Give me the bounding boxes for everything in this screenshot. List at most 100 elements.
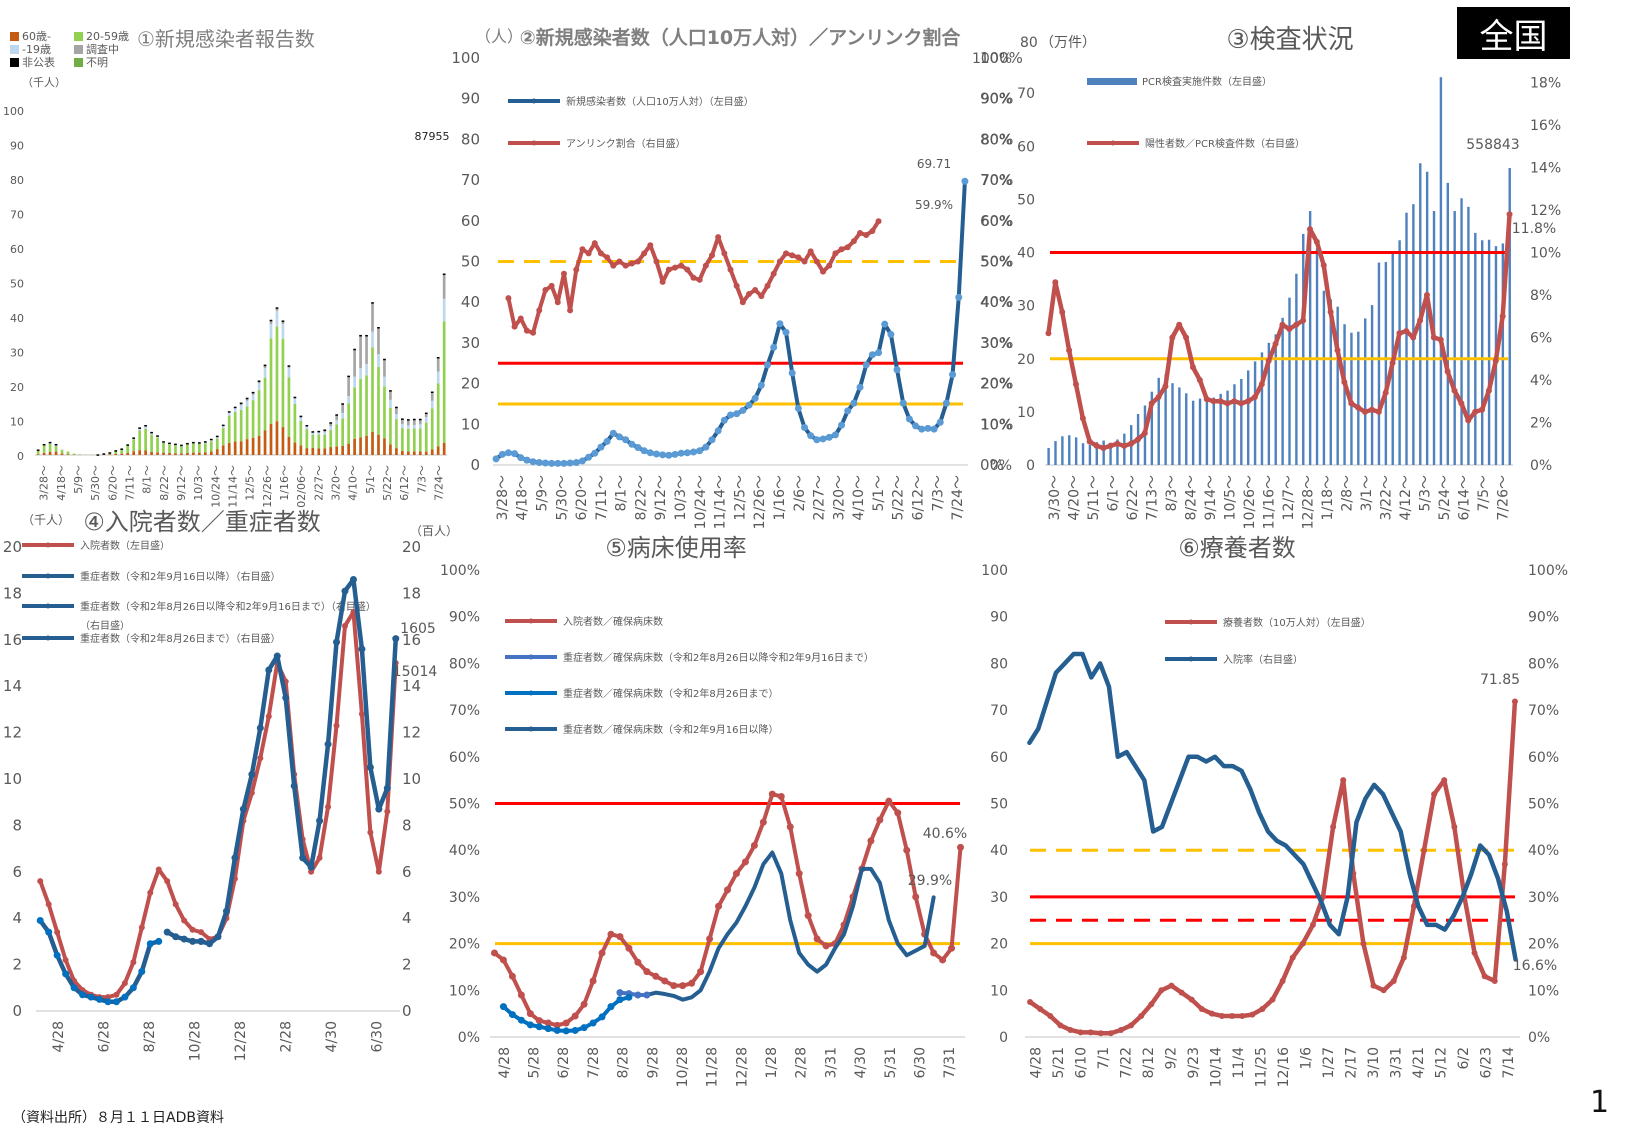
chart2-series-unlinked-point <box>690 274 697 281</box>
chart1-y-tick: 30 <box>10 347 24 360</box>
chart3-bar <box>1501 243 1505 465</box>
chart5-series-point <box>939 956 947 964</box>
chart1-bar-segment <box>418 428 422 452</box>
chart1-bar-segment <box>245 398 249 401</box>
chart6-series-patients-point <box>1128 1022 1135 1029</box>
chart6-series-patients-point <box>1390 977 1397 984</box>
chart5-series-point <box>795 870 803 878</box>
chart4-series-severe-point <box>163 928 171 936</box>
chart6-series-patients-point <box>1218 1012 1225 1019</box>
chart4-series-severe-point <box>121 993 129 1001</box>
chart3-bar <box>1357 331 1360 465</box>
chart2-series-unlinked-point <box>641 250 648 257</box>
chart1-bar-segment <box>198 452 201 455</box>
chart4-series-hospitalized-point <box>198 929 205 936</box>
chart4-series-severe-point <box>79 991 87 999</box>
chart1-bar-segment <box>144 428 147 451</box>
chart3-bar <box>1253 361 1257 465</box>
chart2-series-unlinked-point <box>536 307 543 314</box>
chart2-x-tick: 12/5～ <box>732 475 748 520</box>
chart3-series-positivity-point <box>1485 387 1492 394</box>
chart1-bar-segment <box>42 452 46 455</box>
chart4-y-left-tick: 0 <box>12 1002 22 1020</box>
chart5-x-tick: 3/31 <box>823 1047 839 1078</box>
chart3-series-positivity-point <box>1362 408 1369 415</box>
chart2-y-right-tick: 30% <box>980 334 1013 352</box>
chart2-series-newcases-point <box>566 459 574 467</box>
chart3-bar <box>1405 212 1408 465</box>
chart2-series-unlinked-point <box>678 262 685 269</box>
chart3-bar <box>1068 435 1071 465</box>
chart6-y-right-tick: 80% <box>1528 656 1559 672</box>
chart3-x-tick: 6/22～ <box>1125 475 1141 520</box>
chart1-bar-segment <box>150 451 153 455</box>
chart3-series-positivity-point <box>1341 379 1348 386</box>
chart1-bar-segment <box>359 334 362 337</box>
chart3-y-right-tick: 16% <box>1530 118 1561 134</box>
chart4-series-hospitalized-point <box>113 991 120 998</box>
chart5-series-point <box>517 1016 525 1024</box>
chart6-series-patients-point <box>1229 1012 1236 1019</box>
chart3-series-positivity-point <box>1300 317 1307 324</box>
chart6-series-hospitalization-rate-line <box>1027 651 1518 962</box>
chart1-bar-segment <box>442 274 446 299</box>
chart3-series-positivity-point <box>1479 406 1486 413</box>
chart2-series-unlinked-point <box>739 299 746 306</box>
chart1-x-tick: 7/3～ <box>415 465 428 494</box>
chart3-y-left-tick: 70 <box>1017 86 1035 102</box>
chart1-bar-segment <box>365 435 368 455</box>
chart5-series-point <box>589 977 597 985</box>
chart2-y-left-tick: 60 <box>461 212 480 230</box>
chart5-series-point <box>598 949 606 957</box>
chart1-bar-segment <box>299 415 303 418</box>
chart5-x-tick: 6/30 <box>912 1047 928 1078</box>
chart3-series-positivity-point <box>1382 389 1389 396</box>
chart1-bar-segment <box>180 444 183 447</box>
chart1-bar-segment <box>281 338 285 428</box>
chart5-series-point <box>903 846 911 854</box>
chart1-x-tick: 5/1～ <box>364 465 377 494</box>
chart1-bar-segment <box>329 430 333 448</box>
chart1-bar-segment <box>412 419 416 425</box>
chart6-series-patients-point <box>1289 954 1296 961</box>
chart3-bar <box>1191 400 1195 465</box>
chart3-x-tick: 11/16～ <box>1261 475 1277 529</box>
chart1-bar-segment <box>221 428 225 446</box>
chart1-bar-segment <box>138 450 141 455</box>
chart3-series-positivity-point <box>1327 309 1334 315</box>
chart1-bar-segment <box>150 432 153 435</box>
chart6-x-tick: 6/23 <box>1478 1047 1494 1078</box>
chart3-legend-item-label: 陽性者数／PCR検査件数（右目盛） <box>1145 137 1305 150</box>
chart5-series-point <box>607 1003 615 1011</box>
chart1-bar-segment <box>132 439 136 452</box>
chart2-series-unlinked-point <box>671 264 678 271</box>
chart2-x-tick: 7/11～ <box>594 475 610 520</box>
chart5-x-tick: 9/28 <box>645 1047 661 1078</box>
chart1-bar-segment <box>335 420 339 425</box>
chart3-x-tick: 10/26～ <box>1242 475 1258 529</box>
chart2-legend-item-marker <box>531 140 537 146</box>
chart5-x-tick: 2/28 <box>794 1047 810 1078</box>
chart3-series-positivity-point <box>1279 321 1286 328</box>
chart1-bar-segment <box>401 419 404 424</box>
chart1-bar-segment <box>227 442 231 455</box>
chart2-y-left-tick: 40 <box>461 293 480 311</box>
chart4-series-hospitalized-point <box>248 789 255 796</box>
chart1-bar-segment <box>203 452 207 455</box>
chart1-bar-segment <box>442 273 446 276</box>
chart1-bar-segment <box>395 419 398 449</box>
chart1-bar-segment <box>209 438 213 441</box>
chart4-series-hospitalized-point <box>265 713 272 720</box>
chart1-bar-segment <box>257 383 261 391</box>
chart1-bar-segment <box>251 394 255 401</box>
chart1-bar-segment <box>251 400 255 438</box>
chart6-y-right-tick: 60% <box>1528 750 1559 766</box>
chart3-y-outer-tick: 100% <box>972 51 1012 67</box>
chart1-bar-segment <box>233 408 237 412</box>
chart1-bar-segment <box>406 419 410 426</box>
chart1-bar-segment <box>347 376 350 397</box>
chart1-bar-segment <box>371 347 374 432</box>
chart3-series-positivity-point <box>1183 334 1190 341</box>
chart1-bar-segment <box>251 437 255 455</box>
chart3-x-tick: 5/3～ <box>1417 475 1433 512</box>
